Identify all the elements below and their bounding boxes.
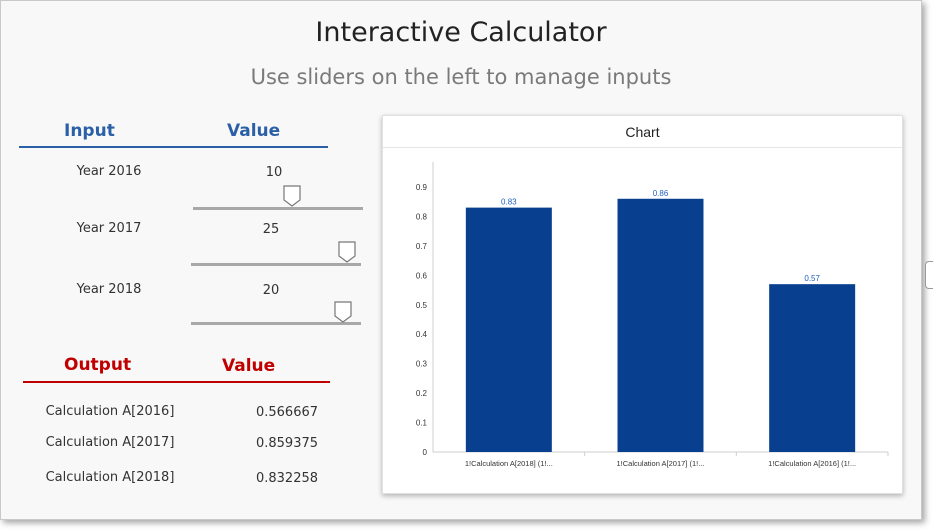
x-tick-label: 1!Calculation A[2018] (1!... (465, 459, 553, 468)
input-value: 20 (262, 283, 280, 298)
chart-title-divider (383, 147, 902, 148)
input-column-header: Input (64, 121, 115, 141)
output-label: Calculation A[2017] (45, 435, 175, 450)
chart-title: Chart (625, 124, 660, 140)
calculator-panel: Interactive Calculator Use sliders on th… (0, 0, 922, 520)
output-value-column-header: Value (222, 356, 276, 376)
y-tick-label: 0.9 (416, 183, 428, 192)
output-value: 0.566667 (255, 405, 319, 420)
y-tick-label: 0.3 (416, 360, 428, 369)
bar (465, 207, 552, 452)
slider-track[interactable] (191, 263, 361, 266)
collapse-handle[interactable] (925, 261, 933, 289)
output-column-header: Output (64, 355, 132, 375)
slider-thumb[interactable] (338, 241, 357, 263)
output-label: Calculation A[2018] (45, 470, 175, 485)
y-tick-label: 0.7 (416, 242, 428, 251)
output-value: 0.832258 (255, 471, 319, 486)
y-tick-label: 0.1 (416, 419, 428, 428)
input-label: Year 2016 (76, 164, 142, 179)
y-tick-label: 0 (423, 448, 428, 457)
data-label: 0.86 (653, 189, 669, 198)
slider-track[interactable] (193, 207, 363, 210)
bar-chart: 0 0.1 0.2 0.3 0.4 0.5 0.6 0.7 0.8 0.9 0.83 1!Calcul… (416, 162, 889, 468)
y-tick-label: 0.4 (416, 330, 428, 339)
chart-panel: Chart 0 0.1 0.2 0.3 0.4 0.5 0.6 0.7 0.8 0.9 0.83 1!… (382, 115, 903, 494)
y-tick-label: 0.5 (416, 301, 428, 310)
bar (617, 198, 704, 452)
page-title: Interactive Calculator (315, 17, 607, 48)
output-header-divider (23, 381, 330, 383)
output-value: 0.859375 (255, 436, 319, 451)
input-value: 10 (265, 165, 283, 180)
y-tick-label: 0.2 (416, 389, 428, 398)
input-label: Year 2018 (76, 282, 142, 297)
y-tick-label: 0.6 (416, 271, 428, 280)
y-tick-label: 0.8 (416, 212, 428, 221)
x-tick-label: 1!Calculation A[2017] (1!... (617, 459, 705, 468)
x-tick-label: 1!Calculation A[2016] (1!... (768, 459, 856, 468)
bar (769, 284, 856, 452)
slider-thumb[interactable] (334, 301, 352, 323)
slider-track[interactable] (191, 322, 361, 325)
input-value-column-header: Value (227, 121, 281, 141)
input-value: 25 (262, 222, 280, 237)
input-label: Year 2017 (76, 221, 142, 236)
output-label: Calculation A[2016] (45, 404, 175, 419)
data-label: 0.83 (501, 198, 517, 207)
data-label: 0.57 (804, 274, 820, 283)
slider-thumb[interactable] (283, 185, 301, 207)
page-subtitle: Use sliders on the left to manage inputs (250, 65, 672, 89)
input-header-divider (19, 146, 328, 148)
